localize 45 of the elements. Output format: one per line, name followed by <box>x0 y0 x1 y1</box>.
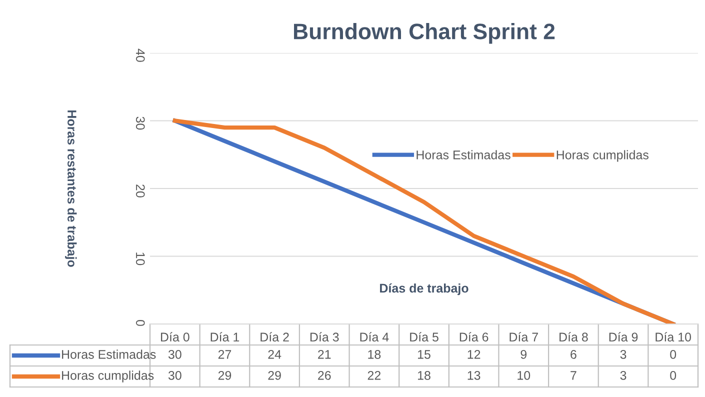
data-label: 30 <box>168 350 182 359</box>
x-axis-title: Días de trabajo <box>380 283 468 296</box>
text: Horas Estimadas <box>62 350 156 359</box>
y-tick-label: 40 <box>136 48 145 62</box>
text: Horas cumplidas <box>62 370 154 382</box>
data-label: 7 <box>570 371 576 380</box>
x-tick-label: Día 9 <box>609 332 638 342</box>
x-tick-label: Día 8 <box>560 332 588 342</box>
data-label: 22 <box>368 371 381 380</box>
y-tick-label: 20 <box>136 184 145 198</box>
legend-label: Horas Estimadas <box>416 150 510 160</box>
data-label: 26 <box>318 371 331 380</box>
data-label: 13 <box>468 371 480 380</box>
data-label: 15 <box>418 350 430 359</box>
data-label: 18 <box>368 350 381 359</box>
y-tick-label: 0 <box>136 320 145 326</box>
data-label: 21 <box>318 350 331 359</box>
data-label: 9 <box>520 350 527 359</box>
data-label: 6 <box>570 350 576 359</box>
data-label: 24 <box>268 350 282 359</box>
chart-title: Burndown Chart Sprint 2 <box>294 23 555 44</box>
x-tick-label: Día 3 <box>310 332 339 342</box>
x-tick-label: Día 1 <box>210 332 240 342</box>
x-tick-label: Día 5 <box>410 332 438 342</box>
data-label: 3 <box>620 350 626 359</box>
legend-label: Horas cumplidas <box>556 150 648 162</box>
data-label: 27 <box>218 350 232 359</box>
data-label: 29 <box>268 371 281 380</box>
x-tick-label: Día 6 <box>460 332 488 342</box>
y-axis-title: Horas restantes de trabajo <box>65 110 77 267</box>
data-label: 29 <box>218 371 232 380</box>
y-tick-label: 30 <box>136 116 145 130</box>
x-tick-label: Día 0 <box>160 332 190 342</box>
data-label: 10 <box>518 371 530 380</box>
y-tick-label: 10 <box>136 252 145 266</box>
data-label: 3 <box>620 371 626 380</box>
data-label: 0 <box>670 350 676 359</box>
data-label: 12 <box>468 350 480 359</box>
x-tick-label: Día 4 <box>360 332 389 342</box>
data-label: 0 <box>670 371 676 380</box>
data-label: 18 <box>418 371 430 380</box>
data-label: 30 <box>168 371 182 380</box>
x-tick-label: Día 10 <box>656 332 692 342</box>
x-tick-label: Día 2 <box>260 332 289 342</box>
x-tick-label: Día 7 <box>510 332 538 342</box>
